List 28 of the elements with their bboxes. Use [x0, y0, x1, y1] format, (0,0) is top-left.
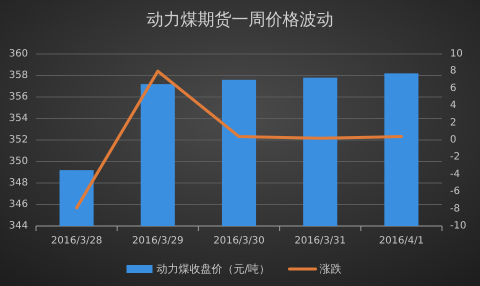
y-tick-label: 360 [8, 48, 28, 60]
x-tick-label: 2016/3/30 [213, 236, 265, 246]
y-tick-label: 344 [8, 220, 28, 232]
x-tick-label: 2016/3/29 [132, 236, 184, 246]
x-tick-label: 2016/3/28 [50, 236, 102, 246]
y2-tick-label: 4 [450, 100, 456, 112]
y2-tick-label: 6 [450, 82, 456, 94]
y2-tick-label: -6 [450, 186, 460, 198]
y-tick-label: 358 [8, 70, 28, 81]
x-tick-label: 2016/4/1 [378, 236, 424, 246]
y2-tick-label: 2 [450, 117, 456, 128]
y2-tick-label: -10 [450, 220, 466, 232]
y2-tick-label: -8 [450, 203, 460, 214]
y-tick-label: 346 [8, 199, 28, 210]
y2-tick-label: 0 [450, 134, 456, 146]
title: 动力煤期货一周价格波动 [146, 10, 334, 30]
y2-tick-label: 10 [450, 48, 463, 60]
x-tick-label: 2016/3/31 [294, 236, 346, 246]
y-tick-label: 352 [8, 134, 28, 146]
legend: 动力煤收盘价（元/吨） [156, 262, 270, 276]
y-tick-label: 350 [8, 156, 28, 167]
y2-tick-label: -4 [450, 168, 460, 180]
y-tick-label: 354 [8, 113, 28, 124]
y2-tick-label: -2 [450, 152, 460, 163]
legend: 涨跌 [320, 262, 342, 276]
y2-tick-label: 8 [450, 66, 456, 77]
y-tick-label: 348 [8, 178, 28, 188]
y-tick-label: 356 [8, 92, 28, 102]
